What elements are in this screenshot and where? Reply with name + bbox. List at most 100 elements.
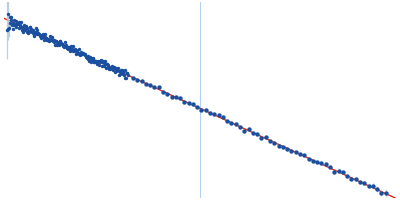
Point xyxy=(103,66,109,70)
Point xyxy=(22,28,28,31)
Point xyxy=(130,77,136,80)
Point xyxy=(198,108,205,111)
Point xyxy=(57,40,63,43)
Point xyxy=(32,30,38,33)
Point xyxy=(71,49,77,53)
Point xyxy=(15,23,21,26)
Point xyxy=(101,65,107,68)
Point xyxy=(88,56,94,59)
Point xyxy=(54,40,60,43)
Point xyxy=(114,68,120,71)
Point xyxy=(47,38,53,42)
Point xyxy=(27,25,33,28)
Point xyxy=(156,85,162,89)
Point xyxy=(34,33,40,36)
Point xyxy=(344,174,350,177)
Point xyxy=(10,23,17,26)
Point xyxy=(190,103,196,106)
Point xyxy=(119,71,126,74)
Point xyxy=(83,55,90,59)
Point xyxy=(216,114,222,117)
Point xyxy=(116,69,122,72)
Point xyxy=(73,52,80,56)
Point xyxy=(164,92,170,95)
Point xyxy=(107,67,114,70)
Point xyxy=(25,29,32,32)
Point xyxy=(34,28,41,32)
Point xyxy=(70,49,76,53)
Point xyxy=(138,80,145,83)
Point xyxy=(61,46,67,49)
Point xyxy=(74,50,81,54)
Point xyxy=(28,30,34,33)
Point xyxy=(117,69,124,72)
Point xyxy=(42,32,48,36)
Point xyxy=(81,53,87,56)
Point xyxy=(258,136,265,140)
Point xyxy=(24,26,30,29)
Point xyxy=(17,25,24,28)
Point xyxy=(100,60,106,63)
Point xyxy=(271,141,278,144)
Point xyxy=(120,70,127,73)
Point xyxy=(104,62,110,65)
Point xyxy=(96,64,102,67)
Point xyxy=(310,160,316,163)
Point xyxy=(37,33,43,37)
Point xyxy=(10,28,16,31)
Point xyxy=(112,70,118,74)
Point xyxy=(97,59,104,62)
Point xyxy=(142,82,149,85)
Point xyxy=(38,33,45,36)
Point xyxy=(68,45,74,48)
Point xyxy=(46,40,52,43)
Point xyxy=(36,32,42,36)
Point xyxy=(177,97,183,100)
Point xyxy=(108,66,115,69)
Point xyxy=(62,40,68,44)
Point xyxy=(87,59,93,62)
Point xyxy=(84,55,91,58)
Point xyxy=(16,26,22,30)
Point xyxy=(23,25,29,28)
Point xyxy=(20,26,26,29)
Point xyxy=(58,42,65,45)
Point xyxy=(51,40,58,43)
Point xyxy=(11,18,18,21)
Point xyxy=(91,61,98,64)
Point xyxy=(118,69,125,72)
Point xyxy=(64,48,71,51)
Point xyxy=(241,130,248,133)
Point xyxy=(78,52,85,55)
Point xyxy=(9,23,15,26)
Point xyxy=(68,49,74,52)
Point xyxy=(38,37,44,40)
Point xyxy=(124,71,130,75)
Point xyxy=(82,52,88,55)
Point xyxy=(19,28,26,31)
Point xyxy=(64,47,70,50)
Point xyxy=(67,46,73,49)
Point xyxy=(95,60,101,63)
Point xyxy=(74,50,80,53)
Point xyxy=(102,62,108,65)
Point xyxy=(92,60,98,63)
Point xyxy=(48,36,54,39)
Point xyxy=(57,40,64,43)
Point xyxy=(318,162,325,165)
Point xyxy=(4,12,11,16)
Point xyxy=(275,145,282,148)
Point xyxy=(50,39,56,42)
Point xyxy=(220,116,226,119)
Point xyxy=(26,31,32,34)
Point xyxy=(72,49,79,52)
Point xyxy=(40,36,47,39)
Point xyxy=(52,44,58,47)
Point xyxy=(340,170,346,174)
Point xyxy=(8,18,14,21)
Point xyxy=(93,61,100,64)
Point xyxy=(48,38,54,41)
Point xyxy=(89,59,95,62)
Point xyxy=(228,122,235,125)
Point xyxy=(102,60,108,63)
